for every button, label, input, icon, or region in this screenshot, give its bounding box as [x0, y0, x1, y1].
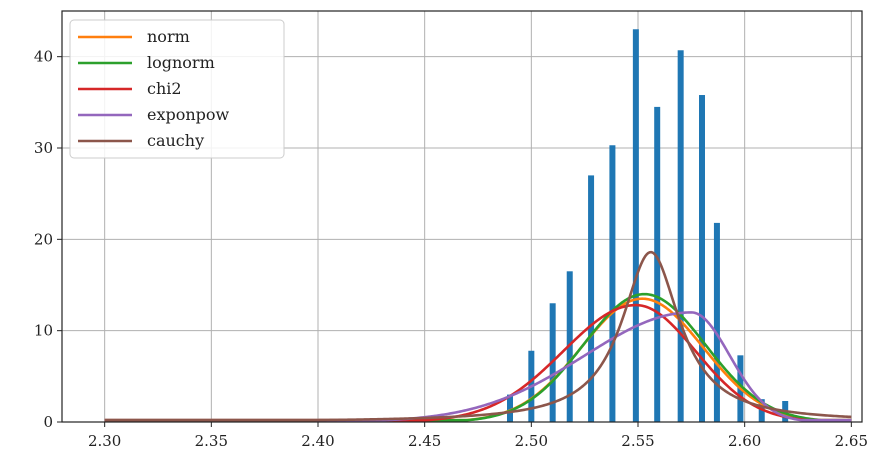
histogram-bar	[609, 145, 616, 422]
legend-label-chi2: chi2	[147, 79, 182, 98]
legend-box	[69, 19, 285, 159]
y-tick-label: 40	[34, 48, 53, 66]
x-tick-label: 2.55	[621, 432, 654, 450]
legend-label-cauchy: cauchy	[147, 131, 204, 150]
legend: norm lognorm chi2 exponpow cauchy	[69, 19, 285, 159]
x-tick-label: 2.30	[88, 432, 121, 450]
legend-label-lognorm: lognorm	[147, 53, 215, 72]
histogram-bar	[677, 50, 684, 422]
y-tick-label: 0	[43, 413, 53, 431]
histogram-bar	[632, 29, 639, 423]
x-tick-label: 2.45	[408, 432, 441, 450]
x-tick-label: 2.60	[728, 432, 761, 450]
y-tick-label: 30	[34, 139, 53, 157]
fitted-curves	[104, 250, 852, 422]
histogram-bar	[654, 106, 661, 423]
plot-area-frame	[61, 10, 863, 423]
curve-cauchy	[104, 250, 852, 422]
y-tick-label: 10	[34, 322, 53, 340]
histogram-bar	[699, 95, 705, 422]
x-tick-label: 2.65	[835, 432, 868, 450]
x-axis-ticks: 2.30 2.35 2.40 2.45 2.50 2.55 2.60 2.65	[88, 422, 868, 450]
x-tick-label: 2.50	[515, 432, 548, 450]
y-axis-ticks: 0 10 20 30 40	[34, 48, 62, 431]
x-tick-label: 2.40	[301, 432, 334, 450]
histogram-bar	[713, 222, 720, 422]
x-tick-label: 2.35	[195, 432, 228, 450]
histogram-bar	[588, 175, 595, 422]
legend-label-exponpow: exponpow	[147, 105, 230, 124]
y-tick-label: 20	[34, 230, 53, 248]
histogram-bar	[507, 394, 513, 422]
legend-label-norm: norm	[147, 27, 190, 46]
